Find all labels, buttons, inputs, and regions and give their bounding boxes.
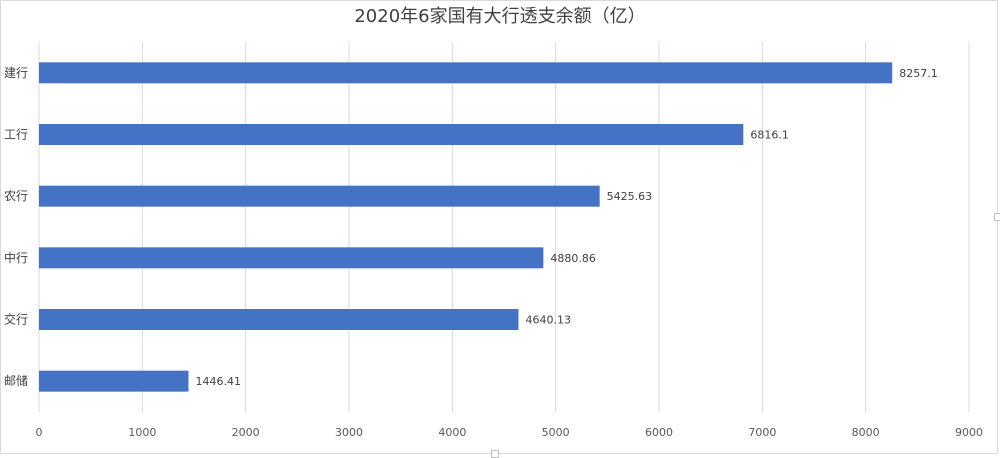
x-tick-label: 8000 xyxy=(852,426,880,439)
gridlines xyxy=(38,42,970,412)
bar-3[interactable] xyxy=(39,247,544,269)
bar-2[interactable] xyxy=(39,185,600,207)
x-axis-ticks: 0 1000 2000 3000 4000 5000 6000 7000 8000 9000 xyxy=(36,426,984,439)
x-tick-label: 0 xyxy=(36,426,43,439)
data-label: 8257.1 xyxy=(899,67,938,80)
y-category-label: 邮储 xyxy=(4,373,28,388)
x-tick-label: 2000 xyxy=(232,426,260,439)
x-tick-label: 7000 xyxy=(748,426,776,439)
chart-title: 2020年6家国有大行透支余额（亿） xyxy=(354,6,646,27)
data-label: 4640.13 xyxy=(525,314,571,327)
x-tick-label: 4000 xyxy=(438,426,466,439)
data-label: 1446.41 xyxy=(195,375,241,388)
bar-5[interactable] xyxy=(39,370,189,392)
bar-1[interactable] xyxy=(39,124,744,145)
y-category-label: 中行 xyxy=(4,250,28,265)
bar-4[interactable] xyxy=(39,309,519,330)
y-category-label: 交行 xyxy=(4,312,28,327)
y-category-label: 建行 xyxy=(4,66,28,80)
x-tick-label: 6000 xyxy=(645,426,673,439)
resize-handle-right[interactable] xyxy=(994,213,1000,221)
resize-handle-bottom[interactable] xyxy=(491,450,499,458)
data-label: 5425.63 xyxy=(607,190,653,203)
x-tick-label: 5000 xyxy=(542,426,570,439)
y-category-label: 工行 xyxy=(4,128,28,142)
bar-0[interactable] xyxy=(39,62,893,84)
y-category-label: 农行 xyxy=(4,189,28,203)
data-label: 4880.86 xyxy=(550,252,596,265)
x-tick-label: 3000 xyxy=(335,426,363,439)
data-labels: 8257.1 6816.1 5425.63 4880.86 4640.13 1446.41 xyxy=(195,67,937,388)
data-label: 6816.1 xyxy=(750,129,789,142)
x-tick-label: 1000 xyxy=(128,426,156,439)
x-tick-label: 9000 xyxy=(955,426,983,439)
bars xyxy=(39,62,893,392)
